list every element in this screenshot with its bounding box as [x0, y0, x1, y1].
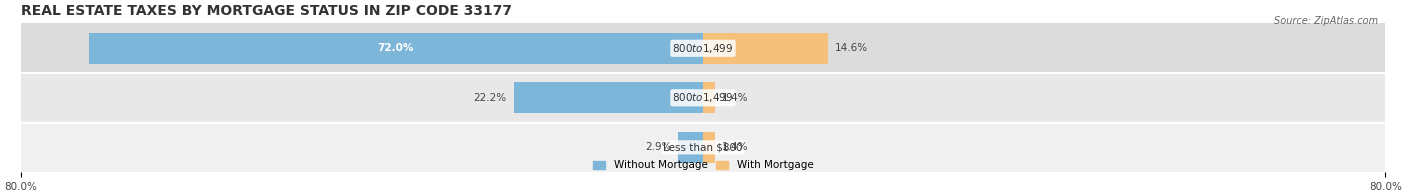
Text: $800 to $1,499: $800 to $1,499 [672, 91, 734, 104]
Text: 2.9%: 2.9% [645, 142, 672, 152]
Text: 14.6%: 14.6% [834, 43, 868, 53]
Text: $800 to $1,499: $800 to $1,499 [672, 42, 734, 55]
Bar [21, 24, 1385, 73]
Text: 72.0%: 72.0% [378, 43, 415, 53]
Text: Less than $800: Less than $800 [664, 142, 742, 152]
Text: REAL ESTATE TAXES BY MORTGAGE STATUS IN ZIP CODE 33177: REAL ESTATE TAXES BY MORTGAGE STATUS IN … [21, 4, 512, 18]
Text: 22.2%: 22.2% [474, 93, 506, 103]
Bar [703, 83, 714, 113]
Bar [513, 83, 703, 113]
Text: Source: ZipAtlas.com: Source: ZipAtlas.com [1274, 16, 1378, 26]
Bar [21, 73, 1385, 122]
Bar [678, 132, 703, 163]
Text: 1.4%: 1.4% [721, 93, 748, 103]
Bar [703, 33, 828, 64]
Bar [703, 132, 714, 163]
Text: 1.4%: 1.4% [721, 142, 748, 152]
Bar [89, 33, 703, 64]
Legend: Without Mortgage, With Mortgage: Without Mortgage, With Mortgage [589, 156, 817, 174]
Bar [21, 122, 1385, 172]
